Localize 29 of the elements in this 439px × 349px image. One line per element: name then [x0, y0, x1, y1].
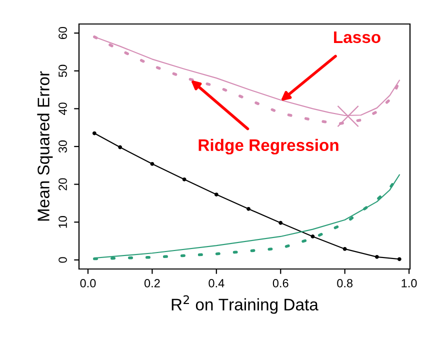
x-tick-label: 0.0 [80, 279, 96, 288]
y-tick-label: 30 [58, 140, 67, 153]
annotation: Lasso [334, 31, 380, 44]
x-tick-label: 1.0 [402, 279, 417, 288]
x-tick-label: 0.2 [144, 279, 160, 288]
x-tick-label: 0.4 [208, 279, 224, 288]
point [92, 131, 96, 136]
y-tick-label: 60 [58, 26, 67, 40]
point [342, 247, 347, 251]
y-axis-title: Mean Squared Error [37, 71, 53, 221]
y-tick-label: 40 [58, 102, 67, 115]
y-tick-label: 20 [58, 178, 67, 190]
y-tick-label: 10 [58, 216, 67, 228]
point [182, 177, 186, 182]
y-tick-label: 50 [58, 64, 67, 77]
y-tick-label: 0 [58, 257, 67, 263]
x-axis-title: R$^{2}$ on Training Data [172, 295, 318, 314]
point [214, 192, 218, 196]
point [337, 105, 359, 128]
point [150, 162, 154, 166]
point [397, 257, 402, 262]
point [278, 220, 283, 225]
point [310, 234, 315, 238]
x-tick-label: 0.8 [337, 279, 353, 288]
x-tick-label: 0.6 [272, 279, 288, 288]
point [374, 254, 379, 259]
annotation: Ridge Regression [198, 138, 338, 154]
point [118, 145, 122, 150]
point [246, 206, 250, 211]
